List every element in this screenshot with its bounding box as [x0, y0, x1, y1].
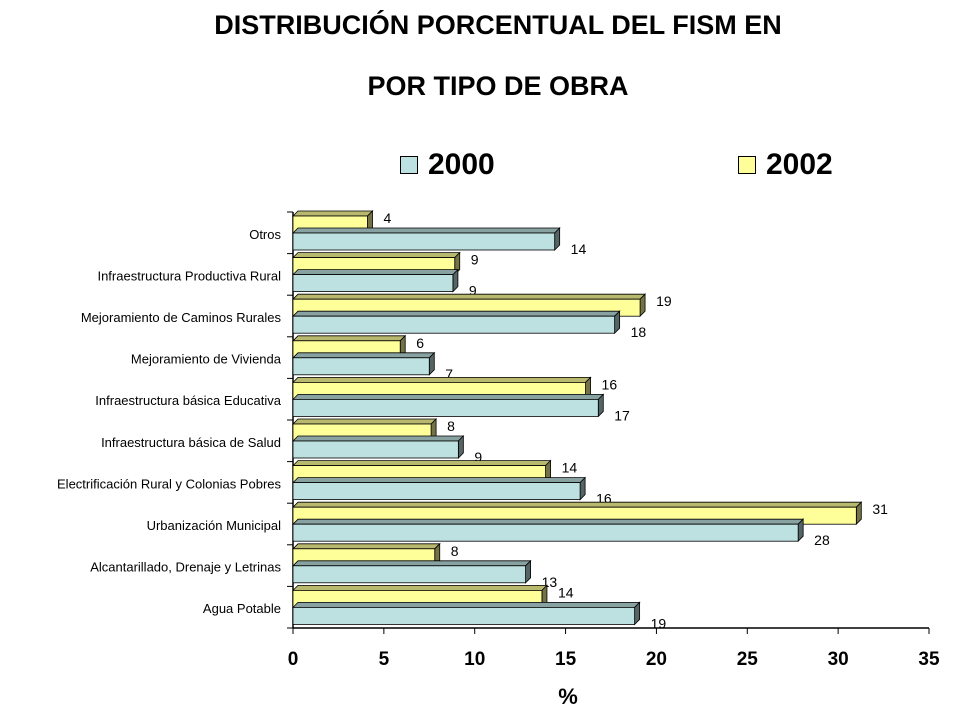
bar-2000 [292, 440, 459, 459]
bar-2000 [292, 565, 526, 584]
x-tick-label: 20 [646, 649, 667, 670]
data-label-2002: 16 [602, 376, 618, 392]
x-tick-label: 35 [918, 649, 940, 670]
category-label: Mejoramiento de Vivienda [131, 352, 282, 367]
data-label-2002: 9 [471, 252, 479, 268]
legend-label-2002: 2002 [766, 148, 833, 181]
bar-2000-top-face [292, 518, 805, 525]
x-tick-label: 15 [555, 649, 577, 670]
bar-2002-top-face [292, 460, 552, 467]
bar-2000-top-face [292, 269, 459, 276]
x-tick-label: 25 [737, 649, 759, 670]
bar-2000 [292, 232, 556, 251]
bar-2000-top-face [292, 602, 641, 608]
category-label: Electrificación Rural y Colonias Pobres [57, 476, 281, 491]
bar-2000 [292, 482, 581, 501]
x-tick-label: 0 [288, 649, 299, 670]
data-label-2000: 28 [814, 532, 830, 548]
data-label-2000: 17 [614, 407, 630, 423]
bar-2002-top-face [292, 335, 407, 342]
chart-title-line-1: DISTRIBUCIÓN PORCENTUAL DEL FISM EN [214, 10, 782, 40]
legend-swatch-2000 [400, 156, 418, 174]
bar-2000-top-face [292, 352, 436, 359]
x-tick-label: 5 [379, 649, 390, 670]
data-label-2000: 9 [469, 283, 477, 299]
legend-swatch-2002 [738, 156, 756, 174]
bar-2000-top-face [292, 227, 561, 234]
category-label: Infraestructura Productiva Rural [97, 268, 281, 283]
bar-2002-top-face [292, 501, 863, 508]
data-label-2002: 19 [656, 293, 672, 309]
legend-label-2000: 2000 [428, 148, 495, 181]
bar-2000-top-face [292, 435, 465, 442]
category-label: Mejoramiento de Caminos Rurales [81, 310, 282, 325]
bar-2002-top-face [292, 543, 441, 550]
x-tick-label: 10 [464, 649, 485, 670]
bar-2000 [292, 357, 430, 376]
data-label-2000: 9 [474, 449, 482, 465]
bar-2000 [292, 274, 454, 293]
bar-2000 [292, 315, 616, 334]
bar-2002-top-face [292, 210, 374, 217]
bar-2000 [292, 607, 636, 625]
x-tick-label: 30 [828, 649, 849, 670]
data-label-2002: 14 [558, 584, 574, 600]
category-label: Infraestructura básica de Salud [101, 435, 281, 450]
bar-2002-top-face [292, 418, 438, 425]
data-label-2000: 7 [445, 366, 453, 382]
data-label-2000: 18 [631, 324, 647, 340]
data-label-2002: 14 [562, 460, 578, 476]
x-axis-label: % [558, 684, 578, 709]
bar-2000-top-face [292, 310, 621, 317]
bar-2002-top-face [292, 376, 592, 383]
bar-2002-top-face [292, 293, 647, 300]
bar-2002-top-face [292, 585, 548, 591]
bar-2000 [292, 523, 799, 542]
bar-2002-top-face [292, 252, 461, 259]
data-label-2002: 4 [384, 210, 392, 226]
data-label-2002: 6 [416, 335, 424, 351]
category-label: Agua Potable [203, 601, 281, 616]
data-label-2000: 19 [651, 615, 667, 631]
chart-title-line-2: POR TIPO DE OBRA [367, 71, 629, 101]
category-label: Otros [249, 227, 281, 242]
data-label-2002: 31 [872, 501, 888, 517]
data-label-2002: 8 [447, 418, 455, 434]
data-label-2002: 8 [451, 543, 459, 559]
category-label: Urbanización Municipal [147, 518, 282, 533]
bar-2000-top-face [292, 560, 532, 567]
category-label: Infraestructura básica Educativa [95, 393, 281, 408]
category-label: Alcantarillado, Drenaje y Letrinas [90, 560, 281, 575]
data-label-2000: 14 [571, 241, 587, 257]
bar-2000-top-face [292, 393, 605, 400]
bar-2000-top-face [292, 477, 587, 484]
bar-2000 [292, 398, 599, 417]
